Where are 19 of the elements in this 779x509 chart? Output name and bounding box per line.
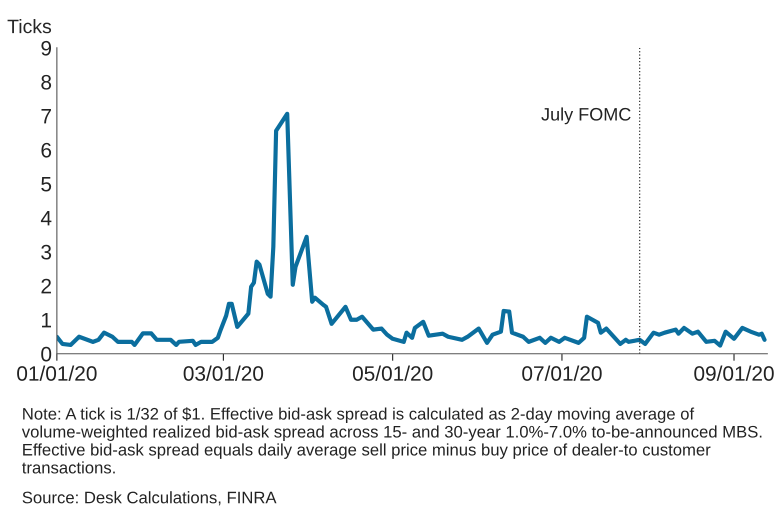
y-tick-label: 4 xyxy=(40,211,52,226)
source-note: Source: Desk Calculations, FINRA xyxy=(22,491,276,506)
y-tick-label: 2 xyxy=(41,278,51,294)
y-tick-label: 6 xyxy=(41,142,52,158)
text: Note: A tick is 1/32 of $1. Effective bid-ask spread is calculated as 2-day moving average of volume-weighted realized bid-ask spread across 15- and 30-year 1.0%-7.0% to-be-announced MBS. Effective bid-ask spread equals daily average sell price minus buy price of dealer-to customer transactions. xyxy=(22,407,762,474)
y-tick-label: 8 xyxy=(41,74,52,90)
y-tick-label: 5 xyxy=(41,177,52,192)
ref-line-label: July FOMC xyxy=(541,107,631,124)
x-tick-label: 01/01/20 xyxy=(17,366,97,381)
x-tick-label: 09/01/20 xyxy=(694,366,774,381)
x-tick-label: 07/01/20 xyxy=(522,366,602,381)
y-tick-label: 9 xyxy=(41,40,52,56)
x-tick-label: 03/01/20 xyxy=(184,366,264,381)
x-tick-label: 05/01/20 xyxy=(352,366,432,381)
y-axis-title: Ticks xyxy=(8,19,52,34)
y-tick-label: 0 xyxy=(41,346,52,362)
y-tick-label: 1 xyxy=(42,312,51,328)
y-tick-label: 3 xyxy=(41,244,52,260)
y-tick-label: 7 xyxy=(41,109,51,124)
